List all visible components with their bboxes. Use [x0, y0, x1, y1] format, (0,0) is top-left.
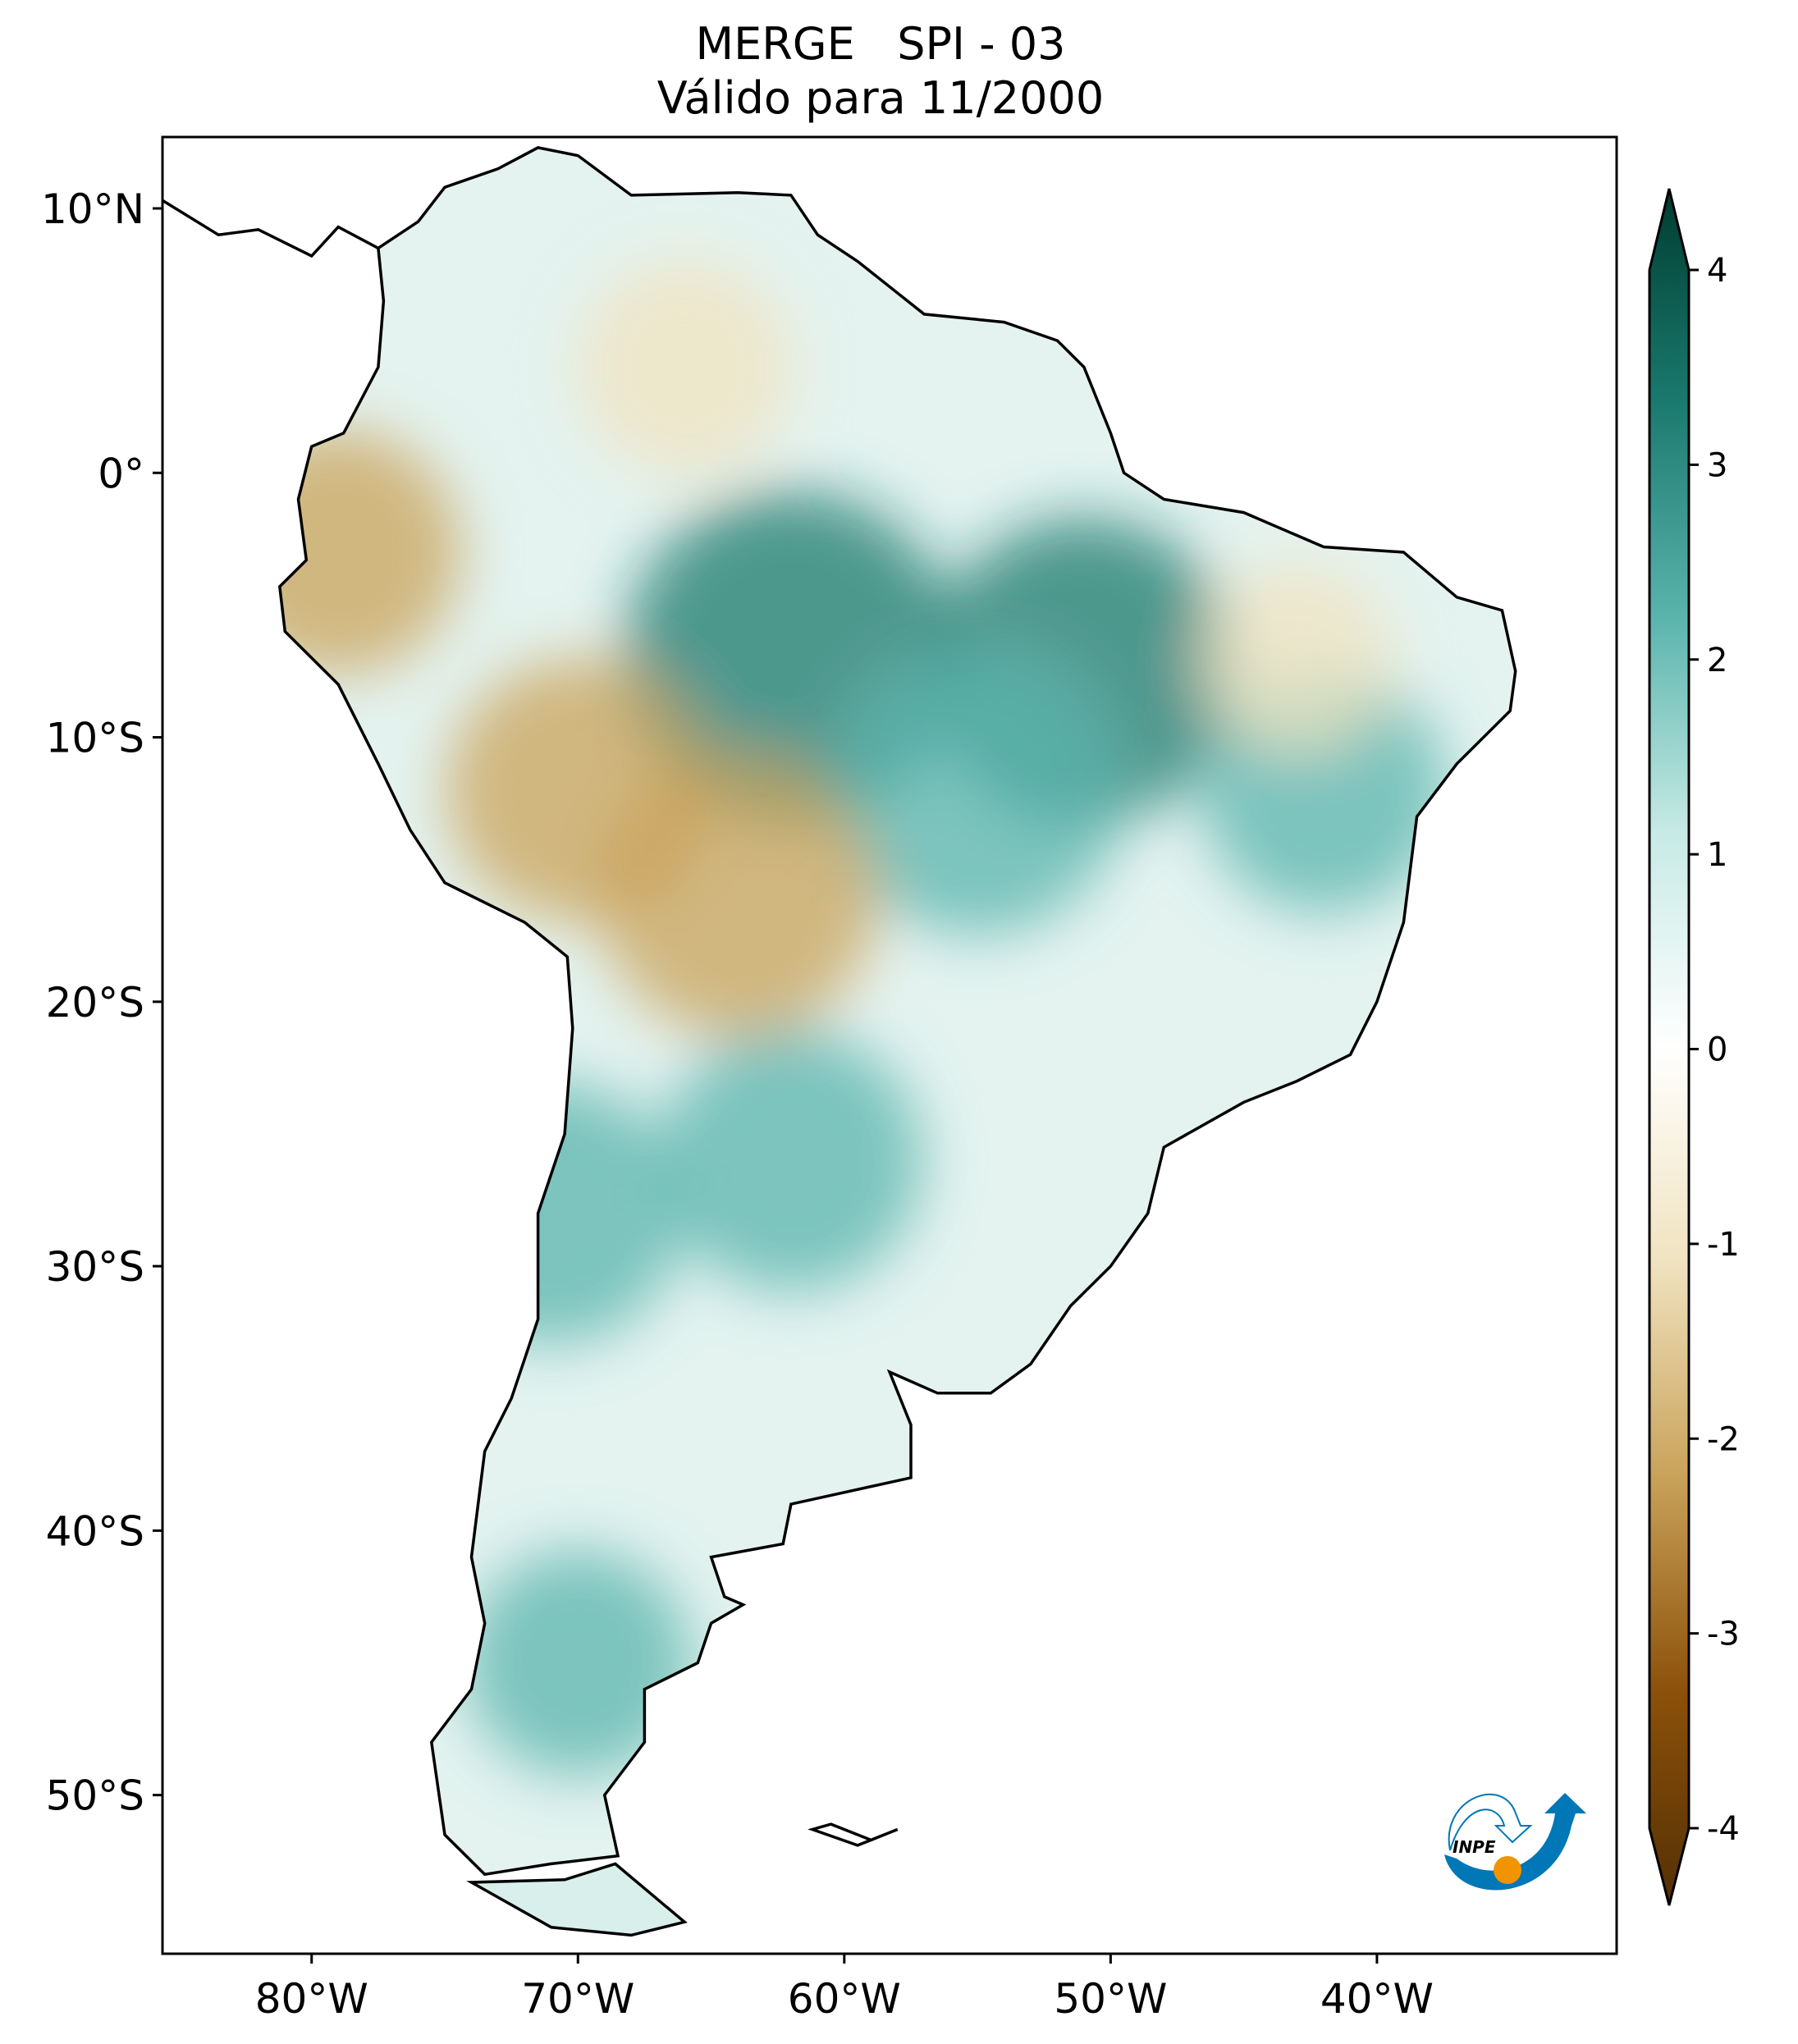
y-tick-label: 20°S — [46, 979, 144, 1027]
x-tick-label: 80°W — [255, 1975, 368, 2023]
title-line-2: Válido para 11/2000 — [657, 72, 1104, 124]
y-tick-label: 0° — [98, 450, 144, 497]
colorbar-tick-label: 3 — [1707, 446, 1727, 484]
title-line-1: MERGE SPI - 03 — [696, 18, 1066, 70]
colorbar-tick-label: -2 — [1707, 1420, 1740, 1458]
anomaly-blob — [279, 429, 461, 674]
anomaly-blob — [419, 1081, 683, 1345]
colorbar-tick-label: -1 — [1707, 1226, 1740, 1264]
logo-swoosh-outline — [1448, 1793, 1533, 1851]
x-tick-label: 40°W — [1320, 1975, 1434, 2023]
y-tick-label: 10°S — [46, 715, 144, 762]
y-tick-label: 50°S — [46, 1772, 144, 1820]
coastline — [277, 146, 1517, 1877]
x-tick-label: 60°W — [788, 1975, 901, 2023]
colorbar-tick-label: 4 — [1707, 252, 1727, 290]
colorbar-tick-label: 2 — [1707, 642, 1727, 679]
logo-orange-dot — [1494, 1856, 1521, 1884]
logo-text: INPE — [1453, 1837, 1496, 1857]
y-tick-label: 40°S — [46, 1507, 144, 1555]
colorbar-tick-label: 1 — [1707, 836, 1727, 874]
anomaly-blob — [575, 258, 794, 476]
central-america-coastline — [162, 199, 379, 258]
tierra-del-fuego-coastline — [466, 1862, 688, 1937]
logo-blue-arrow — [1444, 1793, 1586, 1891]
colorbar: 4 3 2 1 0 -1 -2 -3 -4 — [1648, 188, 1740, 1906]
anomaly-blob — [446, 659, 710, 922]
x-tick-label: 70°W — [521, 1975, 634, 2023]
falkland-islands-coastline — [807, 1822, 899, 1847]
colorbar-tick-label: -4 — [1707, 1810, 1740, 1848]
colorbar-body — [1648, 188, 1690, 1906]
anomaly-blob — [659, 1029, 922, 1292]
y-tick-label: 10°N — [41, 185, 144, 233]
map-area: 80°W 70°W 60°W 50°W 40°W 10°N 0° 10°S 20°S 30°S 4… — [41, 135, 1618, 2023]
y-tick-label: 30°S — [46, 1243, 144, 1291]
colorbar-tick-label: -3 — [1707, 1616, 1740, 1653]
anomaly-blob — [464, 1549, 692, 1776]
anomaly-blob — [1201, 562, 1393, 753]
x-tick-label: 50°W — [1054, 1975, 1167, 2023]
land-base — [279, 147, 1516, 1875]
inpe-logo: INPE — [1444, 1793, 1586, 1891]
map-frame — [161, 135, 1618, 1955]
colorbar-tick-label: 0 — [1707, 1031, 1727, 1069]
anomaly-blob — [832, 645, 1123, 935]
